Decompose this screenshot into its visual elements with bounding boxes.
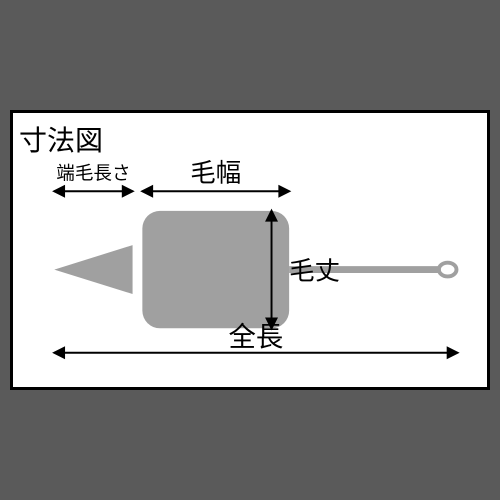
dimension-diagram: 寸法図 端毛長さ 毛幅 毛丈 <box>10 110 490 390</box>
label-bristle-width: 毛幅 <box>190 160 241 188</box>
arrow-bristle-width <box>142 186 289 196</box>
brush-body <box>142 211 289 328</box>
label-total-length: 全長 <box>228 321 283 352</box>
label-tip-length: 端毛長さ <box>56 163 130 184</box>
label-bristle-height: 毛丈 <box>289 257 340 285</box>
arrow-tip-length <box>54 186 132 196</box>
handle-ring <box>439 263 457 277</box>
brush-tip <box>54 245 132 294</box>
diagram-svg: 端毛長さ 毛幅 毛丈 全長 <box>13 113 487 387</box>
